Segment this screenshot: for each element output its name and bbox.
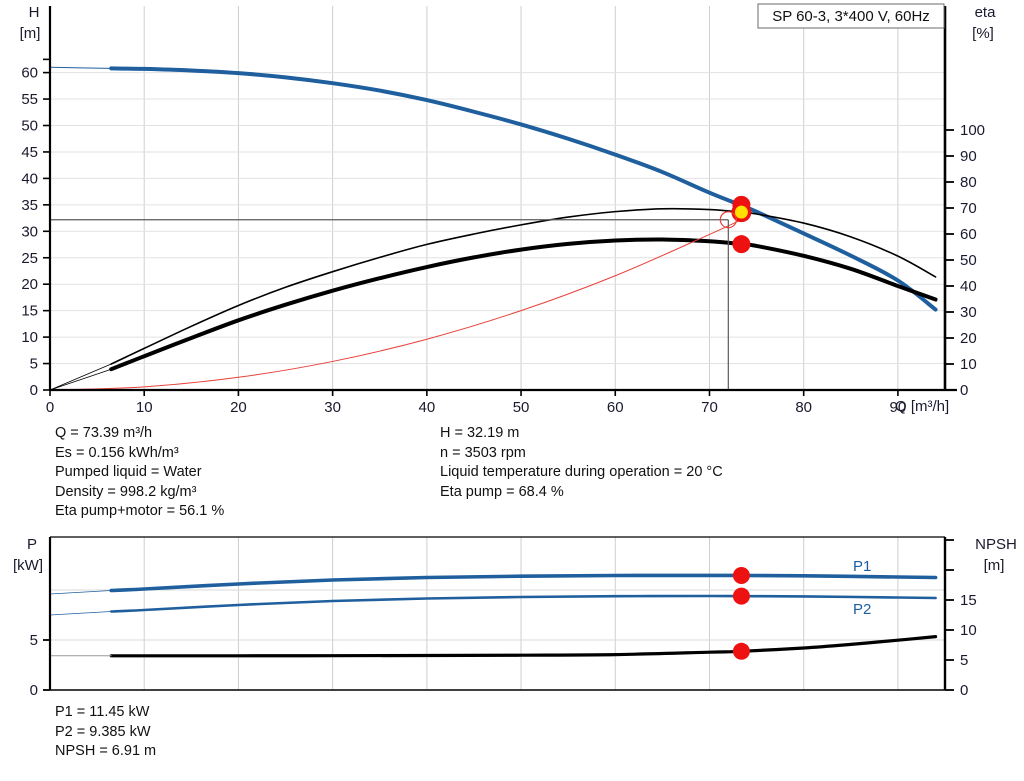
lower-right-axis-unit: [m] [984, 557, 1005, 574]
info-density: Density = 998.2 kg/m³ [55, 483, 197, 500]
curve-label-p2: P2 [853, 601, 871, 618]
curve-eta-pump [110, 207, 937, 365]
upper-y-right-tick: 90 [960, 148, 977, 165]
upper-y-right-tick: 10 [960, 356, 977, 373]
upper-y-left-tick: 55 [21, 91, 38, 108]
info-q: Q = 73.39 m³/h [55, 425, 153, 441]
curve-h-curve-lead-in [49, 66, 112, 69]
upper-x-tick: 20 [230, 399, 247, 416]
lower-chart-axes [43, 536, 954, 691]
upper-y-left-tick: 25 [21, 250, 38, 267]
lower-left-axis-unit: [kW] [13, 557, 43, 574]
info-pumped-liquid: Pumped liquid = Water [55, 464, 202, 481]
upper-x-tick: 70 [701, 399, 718, 416]
upper-y-right-tick: 100 [960, 122, 985, 139]
upper-x-tick: 40 [418, 399, 435, 416]
upper-x-axis-title: Q [m³/h] [895, 398, 949, 415]
upper-chart-duty-lines [50, 219, 729, 390]
upper-chart-tick-labels: 0 5 10 15 20 25 30 35 40 45 50 55 60 0 10 20 30 40 50 60 70 8… [21, 65, 985, 416]
upper-y-right-tick: 40 [960, 278, 977, 295]
lower-y-right-tick: 0 [960, 682, 968, 699]
upper-y-right-tick: 30 [960, 304, 977, 321]
lower-y-left-tick: 5 [30, 632, 38, 649]
duty-point-p2[interactable] [732, 587, 750, 605]
duty-point-eta-pump[interactable] [734, 205, 748, 219]
duty-point-eta-pump-motor[interactable] [732, 235, 751, 254]
upper-chart-axes [43, 6, 957, 396]
lower-right-axis-title: NPSH [975, 536, 1017, 553]
curve-p1-lead-in [49, 590, 112, 595]
upper-x-tick: 10 [136, 399, 153, 416]
upper-y-left-tick: 20 [21, 276, 38, 293]
upper-x-tick: 0 [46, 399, 54, 416]
upper-y-left-tick: 0 [30, 382, 38, 399]
upper-y-left-tick: 15 [21, 303, 38, 320]
upper-chart-duty-markers[interactable] [719, 195, 752, 254]
upper-left-axis-unit: [m] [20, 25, 41, 42]
curve-p2-lead-in [49, 611, 112, 616]
lower-left-axis-title: P [27, 536, 37, 553]
upper-y-right-tick: 0 [960, 382, 968, 399]
info-p1: P1 = 11.45 kW [55, 704, 150, 720]
info-liquid-temp: Liquid temperature during operation = 20… [440, 464, 723, 481]
upper-right-axis-unit: [%] [972, 25, 994, 42]
upper-x-tick: 50 [513, 399, 530, 416]
upper-right-axis-title: eta [975, 4, 997, 21]
upper-y-left-tick: 50 [21, 118, 38, 135]
upper-y-left-tick: 35 [21, 197, 38, 214]
lower-y-left-tick: 0 [30, 682, 38, 699]
lower-y-right-tick: 5 [960, 652, 968, 669]
upper-chart-gridlines [50, 6, 945, 390]
upper-y-right-tick: 70 [960, 200, 977, 217]
lower-chart-curves [49, 573, 938, 658]
curve-eta-pump-motor [109, 237, 938, 372]
curve-eta-pump-motor-lead-in [49, 368, 112, 391]
duty-info-right: H = 32.19 m n = 3503 rpm Liquid temperat… [440, 424, 723, 502]
info-n: n = 3503 rpm [440, 444, 526, 461]
upper-y-left-tick: 5 [30, 356, 38, 373]
upper-y-right-tick: 60 [960, 226, 977, 243]
upper-y-left-tick: 10 [21, 329, 38, 346]
chart-title-box: SP 60-3, 3*400 V, 60Hz [757, 3, 945, 29]
info-eta-pump: Eta pump = 68.4 % [440, 483, 564, 500]
duty-point-p1[interactable] [732, 567, 750, 584]
info-npsh: NPSH = 6.91 m [55, 743, 157, 760]
upper-x-tick: 90 [890, 399, 907, 416]
power-npsh-chart: 0 5 0 5 10 15 P [kW] NPSH [m] P1 P2 [13, 536, 1017, 699]
upper-y-right-tick: 80 [960, 174, 977, 191]
lower-y-right-tick: 15 [960, 592, 977, 609]
curve-p2 [109, 594, 937, 613]
upper-y-right-tick: 50 [960, 252, 977, 269]
info-p2: P2 = 9.385 kW [55, 723, 151, 740]
upper-y-left-tick: 30 [21, 223, 38, 240]
lower-chart-duty-markers[interactable] [732, 567, 750, 660]
upper-chart-curves [49, 66, 938, 391]
duty-point-npsh[interactable] [732, 642, 750, 660]
lower-y-right-tick: 10 [960, 622, 977, 639]
curve-label-p1: P1 [853, 558, 871, 575]
lower-chart-tick-labels: 0 5 0 5 10 15 [30, 592, 977, 699]
upper-y-left-tick: 45 [21, 144, 38, 161]
curve-p1 [109, 573, 938, 593]
upper-x-tick: 80 [795, 399, 812, 416]
upper-y-left-tick: 40 [21, 170, 38, 187]
upper-left-axis-title: H [29, 4, 40, 21]
upper-y-left-tick: 60 [21, 65, 38, 82]
curve-system-curve [49, 219, 742, 391]
upper-x-tick: 30 [324, 399, 341, 416]
upper-x-tick: 60 [607, 399, 624, 416]
upper-y-right-tick: 20 [960, 330, 977, 347]
info-es: Es = 0.156 kWh/m³ [55, 444, 179, 461]
power-info-left: P1 = 11.45 kW P2 = 9.385 kW NPSH = 6.91 … [55, 703, 156, 762]
duty-info-left: Q = 73.39 m³/h Es = 0.156 kWh/m³ Pumped … [55, 424, 224, 522]
info-h: H = 32.19 m [440, 425, 520, 441]
curve-h-curve [109, 66, 938, 312]
curve-npsh [109, 635, 938, 658]
lower-chart-gridlines [50, 537, 945, 690]
head-efficiency-chart: 0 5 10 15 20 25 30 35 40 45 50 55 60 0 10 20 30 40 50 60 70 8… [20, 3, 997, 416]
chart-title-text: SP 60-3, 3*400 V, 60Hz [772, 8, 930, 25]
info-eta-pump-motor: Eta pump+motor = 56.1 % [55, 503, 225, 520]
system-curve-point[interactable] [719, 211, 737, 229]
